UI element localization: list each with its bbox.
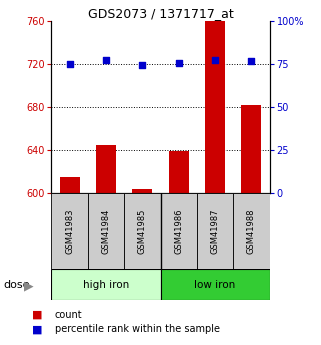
Point <box>249 58 254 63</box>
Text: low iron: low iron <box>195 280 236 289</box>
Bar <box>132 189 152 193</box>
Bar <box>88 193 124 269</box>
Text: dose: dose <box>3 280 30 289</box>
Text: GSM41983: GSM41983 <box>65 208 74 254</box>
Text: ▶: ▶ <box>24 279 34 292</box>
Text: GSM41985: GSM41985 <box>138 208 147 254</box>
Text: ■: ■ <box>32 325 43 334</box>
Text: GSM41984: GSM41984 <box>101 208 110 254</box>
Title: GDS2073 / 1371717_at: GDS2073 / 1371717_at <box>88 7 233 20</box>
Text: GSM41987: GSM41987 <box>211 208 220 254</box>
Point <box>140 62 145 68</box>
Bar <box>241 105 261 193</box>
Text: GSM41988: GSM41988 <box>247 208 256 254</box>
Text: ■: ■ <box>32 310 43 320</box>
Bar <box>233 193 270 269</box>
Point <box>213 57 218 62</box>
Text: GSM41986: GSM41986 <box>174 208 183 254</box>
Bar <box>169 151 189 193</box>
Bar <box>51 269 160 300</box>
Text: high iron: high iron <box>83 280 129 289</box>
Bar <box>124 193 160 269</box>
Bar <box>60 177 80 193</box>
Bar <box>96 145 116 193</box>
Bar <box>160 269 270 300</box>
Text: count: count <box>55 310 82 320</box>
Bar <box>197 193 233 269</box>
Point <box>67 61 72 67</box>
Point <box>103 57 108 62</box>
Bar <box>51 193 88 269</box>
Point <box>176 60 181 66</box>
Text: percentile rank within the sample: percentile rank within the sample <box>55 325 220 334</box>
Bar <box>160 193 197 269</box>
Bar <box>205 21 225 193</box>
